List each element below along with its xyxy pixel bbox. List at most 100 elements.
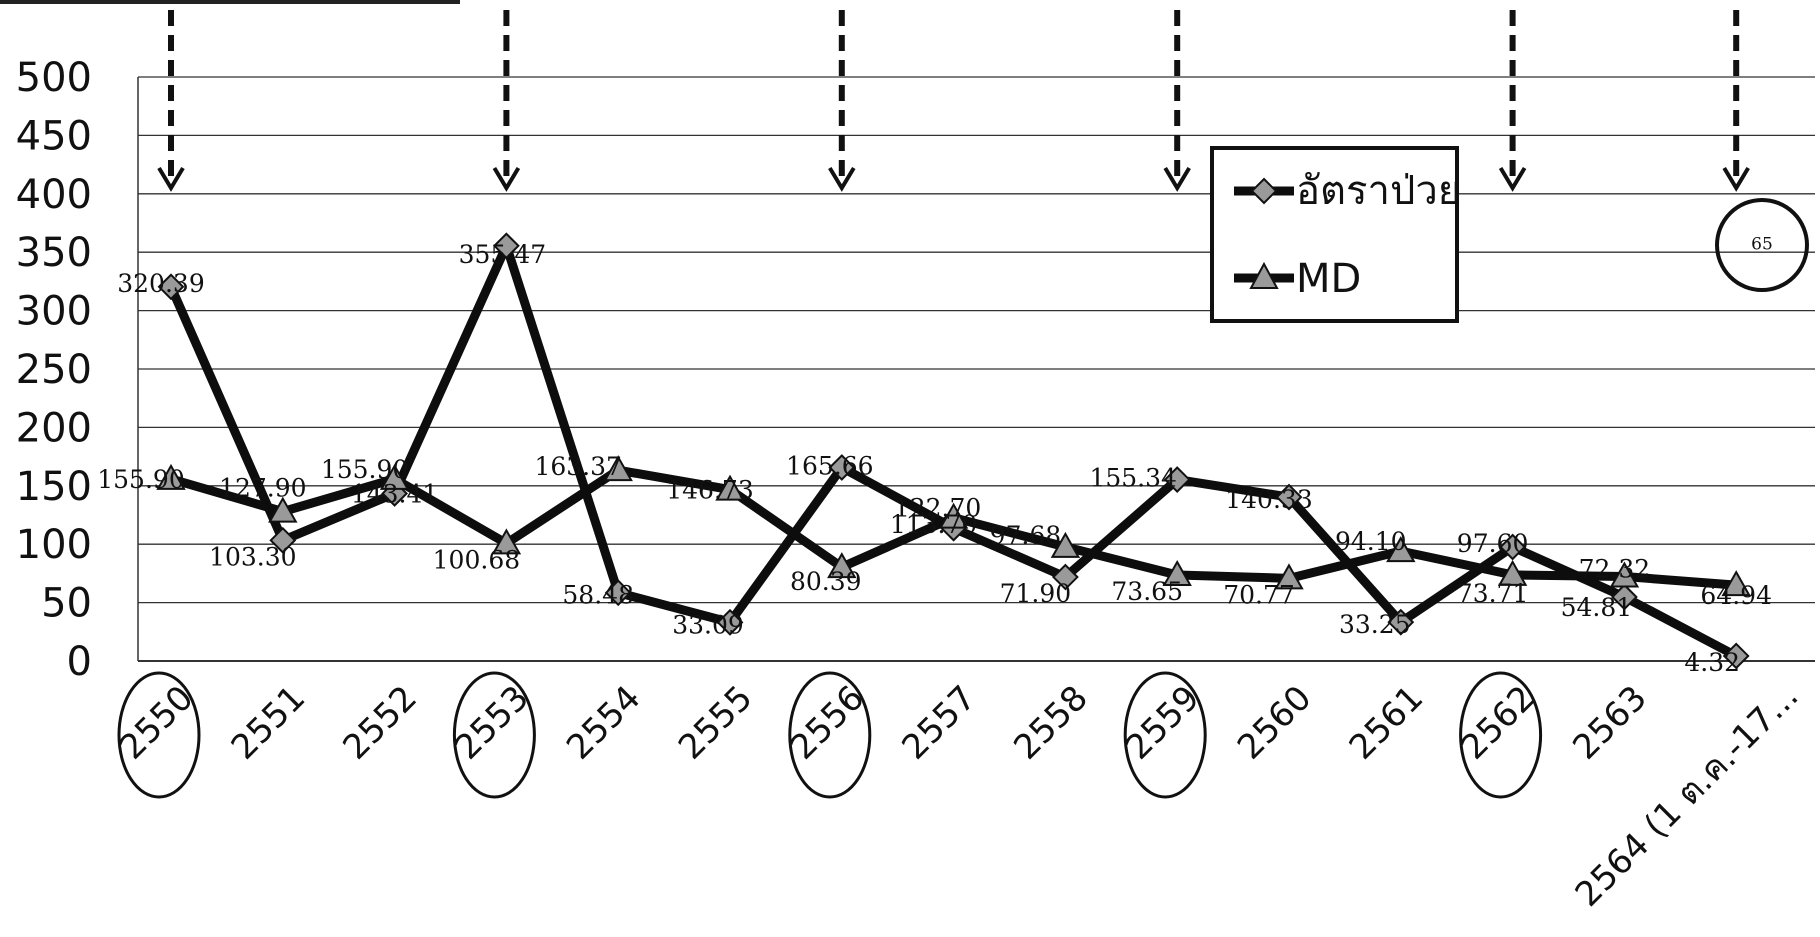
y-tick-label: 400	[16, 172, 92, 218]
data-point-diamond	[269, 526, 297, 554]
y-tick-label: 200	[16, 405, 92, 451]
data-label: 163.37	[534, 452, 621, 481]
data-label: 320.39	[117, 269, 204, 298]
data-point-triangle	[1497, 559, 1528, 586]
data-label: 73.65	[1111, 577, 1183, 606]
data-label: 146.73	[666, 476, 753, 505]
legend-item-morbidity: อัตราป่วย	[1234, 168, 1461, 214]
data-label: 127.90	[219, 474, 306, 503]
data-point-triangle	[938, 502, 969, 529]
y-tick-label: 250	[16, 347, 92, 393]
arrow-head	[1722, 166, 1750, 192]
legend-triangle-marker	[1249, 261, 1279, 289]
legend-label-morbidity: อัตราป่วย	[1296, 168, 1461, 214]
top-edge-artifact	[0, 0, 460, 4]
data-label: 70.77	[1223, 580, 1295, 609]
data-point-diamond	[1051, 563, 1079, 591]
data-point-triangle	[1162, 559, 1192, 586]
data-point-triangle	[827, 552, 857, 579]
x-tick-label: 2561	[1342, 678, 1431, 767]
y-tick-label: 500	[16, 55, 92, 101]
data-point-diamond	[716, 608, 744, 636]
data-point-triangle	[156, 463, 186, 490]
data-point-triangle	[1609, 561, 1640, 588]
circled-year-marker	[117, 671, 201, 799]
x-tick-label: 2563	[1565, 678, 1654, 767]
legend-box	[1210, 146, 1459, 323]
data-point-diamond	[1163, 466, 1191, 493]
data-point-triangle	[379, 463, 410, 490]
arrow-head	[157, 166, 185, 192]
data-point-diamond	[1275, 483, 1303, 511]
legend-label-md: MD	[1296, 256, 1361, 302]
data-label: 143.41	[351, 479, 438, 508]
circled-annotation: 65	[1715, 198, 1809, 292]
data-point-triangle	[1386, 536, 1416, 563]
data-label: 72.32	[1579, 555, 1651, 584]
data-point-diamond	[1722, 642, 1750, 670]
x-tick-label: 2555	[671, 678, 760, 767]
data-point-diamond	[1610, 583, 1638, 611]
data-label: 33.09	[672, 610, 744, 639]
data-point-diamond	[828, 454, 856, 481]
plot-series	[156, 232, 1751, 670]
data-label: 140.33	[1225, 485, 1312, 514]
arrow-head	[1163, 166, 1191, 192]
data-point-triangle	[1274, 563, 1304, 590]
legend-item-md: MD	[1234, 256, 1361, 302]
data-label: 155.90	[97, 465, 184, 494]
data-point-diamond	[1499, 533, 1527, 561]
x-tick-label: 2557	[894, 678, 983, 767]
y-tick-label: 50	[41, 581, 92, 627]
circled-year-marker	[788, 671, 872, 799]
circled-year-marker	[1459, 671, 1543, 799]
x-tick-label: 2554	[559, 678, 648, 767]
data-label: 73.71	[1457, 579, 1529, 608]
data-label: 94.10	[1335, 527, 1407, 556]
data-label: 155.90	[321, 455, 408, 484]
data-label: 97.68	[990, 521, 1062, 550]
y-tick-label: 450	[16, 113, 92, 159]
y-tick-label: 0	[67, 639, 92, 685]
annotation-label: 65	[1751, 235, 1773, 255]
data-label: 97.60	[1457, 529, 1529, 558]
data-label: 165.66	[786, 452, 873, 481]
grid-lines	[137, 76, 1815, 662]
data-label: 54.81	[1561, 593, 1633, 622]
x-axis-tick-labels: 2550 2551 2552 2553 2554 2555 2556 2557 2558 2559…	[112, 671, 1806, 915]
data-point-triangle	[268, 496, 298, 523]
data-label: 103.30	[209, 542, 296, 571]
data-point-triangle	[715, 474, 745, 501]
data-label: 355.47	[459, 240, 546, 269]
y-tick-label: 350	[16, 230, 92, 276]
data-label: 155.34	[1089, 464, 1176, 493]
data-label: 80.39	[790, 567, 862, 596]
x-tick-label: 2551	[224, 678, 313, 767]
data-label: 64.94	[1700, 581, 1772, 610]
data-point-diamond	[157, 273, 185, 301]
data-label: 113.70	[890, 510, 977, 539]
data-label: 4.32	[1684, 648, 1740, 677]
annotation-circle	[1715, 198, 1809, 292]
legend-diamond-marker	[1250, 177, 1278, 205]
legend: อัตราป่วย MD	[1210, 146, 1461, 323]
data-point-diamond	[1387, 608, 1415, 636]
arrow-annotations	[157, 10, 1750, 192]
data-label: 122.70	[894, 494, 981, 523]
data-point-triangle	[1050, 531, 1081, 558]
circled-year-marker	[452, 671, 536, 799]
arrow-head	[828, 166, 856, 192]
data-point-triangle	[1721, 570, 1751, 597]
data-label: 58.48	[562, 581, 634, 610]
x-tick-label: 2552	[335, 678, 424, 767]
circled-year-marker	[1123, 671, 1207, 799]
y-tick-label: 300	[16, 289, 92, 335]
data-label: 33.25	[1339, 610, 1411, 639]
x-tick-label: 2560	[1230, 678, 1319, 767]
data-label: 100.68	[433, 545, 520, 574]
y-tick-label: 150	[16, 464, 92, 510]
data-labels: 320.39 103.30 143.41 355.47 58.48 33.09 165.66…	[97, 240, 1772, 677]
x-tick-label: 2558	[1006, 678, 1095, 767]
